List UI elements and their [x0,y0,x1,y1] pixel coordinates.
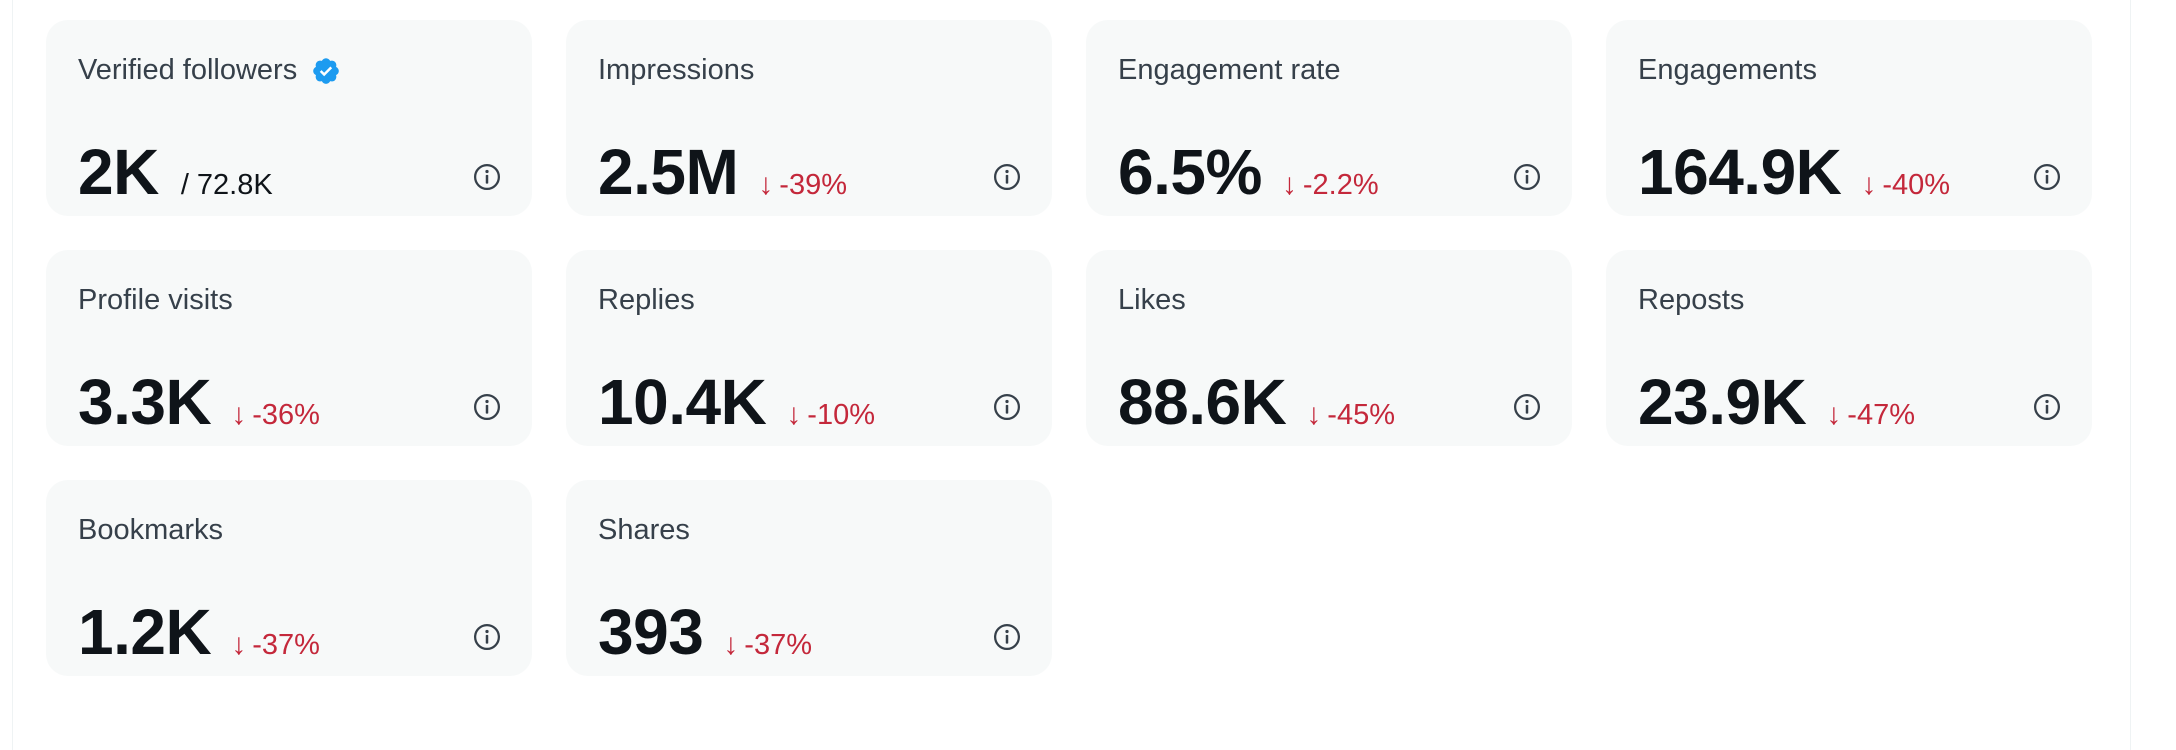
metric-value: 164.9K [1638,136,1842,208]
analytics-panel [12,0,2131,750]
metric-label: Bookmarks [78,514,224,546]
metric-delta-value: -47% [1847,399,1915,431]
metric-title-row: Engagement rate [1118,54,1340,87]
metric-card-profile-visits: Profile visits 3.3K ↓ -36% [46,250,532,446]
metric-title-row: Shares [598,514,690,547]
metric-label: Shares [598,514,690,546]
metric-title-row: Bookmarks [78,514,223,547]
metric-delta-value: -36% [252,399,320,431]
metric-label: Replies [598,284,695,316]
info-icon[interactable] [1512,162,1542,192]
metric-value: 10.4K [598,366,767,438]
metric-value: 88.6K [1118,366,1287,438]
metric-card-replies: Replies 10.4K ↓ -10% [566,250,1052,446]
metric-value: 1.2K [78,596,212,668]
metric-value-row: 23.9K ↓ -47% [1638,365,1915,439]
metric-card-likes: Likes 88.6K ↓ -45% [1086,250,1572,446]
metric-title-row: Likes [1118,284,1186,317]
metric-delta: ↓ -39% [758,168,847,202]
metric-delta-value: -10% [807,399,875,431]
metric-total: / 72.8K [180,169,273,201]
metric-delta-value: -37% [744,629,812,661]
arrow-down-icon: ↓ [786,398,802,431]
metric-label: Impressions [598,54,755,86]
info-icon[interactable] [2032,392,2062,422]
metric-delta: ↓ -37% [723,628,812,662]
metric-label: Engagement rate [1118,54,1341,86]
metric-label: Reposts [1638,284,1745,316]
metric-delta: ↓ -40% [1861,168,1950,202]
info-icon[interactable] [992,622,1022,652]
metric-value-row: 164.9K ↓ -40% [1638,135,1950,209]
info-icon[interactable] [992,162,1022,192]
metric-value: 2K [78,136,159,208]
metric-card-bookmarks: Bookmarks 1.2K ↓ -37% [46,480,532,676]
metric-value: 6.5% [1118,136,1262,208]
metric-value-row: 2K / 72.8K [78,135,273,209]
metric-delta-value: -37% [252,629,320,661]
arrow-down-icon: ↓ [1826,398,1842,431]
metric-label: Likes [1118,284,1186,316]
metric-value: 393 [598,596,704,668]
metric-value-row: 6.5% ↓ -2.2% [1118,135,1379,209]
metric-value: 23.9K [1638,366,1807,438]
metric-value: 2.5M [598,136,739,208]
metric-delta-value: -39% [779,169,847,201]
metric-card-reposts: Reposts 23.9K ↓ -47% [1606,250,2092,446]
metric-delta: ↓ -45% [1306,398,1395,432]
info-icon[interactable] [992,392,1022,422]
metric-delta-value: -45% [1327,399,1395,431]
metric-delta-value: -40% [1882,169,1951,201]
metric-value-row: 2.5M ↓ -39% [598,135,847,209]
metric-title-row: Reposts [1638,284,1744,317]
info-icon[interactable] [2032,162,2062,192]
arrow-down-icon: ↓ [1861,168,1877,201]
metric-title-row: Profile visits [78,284,233,317]
metric-label: Profile visits [78,284,233,316]
metric-delta: ↓ -47% [1826,398,1915,432]
metric-card-impressions: Impressions 2.5M ↓ -39% [566,20,1052,216]
metric-delta: ↓ -10% [786,398,875,432]
metric-delta-value: -2.2% [1302,169,1379,201]
metric-title-row: Engagements [1638,54,1817,87]
metric-label: Engagements [1638,54,1817,86]
info-icon[interactable] [472,392,502,422]
metric-card-shares: Shares 393 ↓ -37% [566,480,1052,676]
metric-delta: ↓ -36% [231,398,320,432]
verified-badge-icon [313,57,340,84]
metric-value: 3.3K [78,366,212,438]
metric-delta: ↓ -2.2% [1282,168,1379,202]
metric-title-row: Impressions [598,54,754,87]
metric-delta: ↓ -37% [231,628,320,662]
info-icon[interactable] [472,162,502,192]
metric-value-row: 3.3K ↓ -36% [78,365,320,439]
metric-value-row: 88.6K ↓ -45% [1118,365,1395,439]
arrow-down-icon: ↓ [231,628,247,661]
metrics-grid: Verified followers 2K / 72.8K Impression… [46,20,2092,676]
arrow-down-icon: ↓ [723,628,739,661]
metric-card-engagement-rate: Engagement rate 6.5% ↓ -2.2% [1086,20,1572,216]
info-icon[interactable] [1512,392,1542,422]
metric-label: Verified followers [78,54,298,86]
arrow-down-icon: ↓ [1306,398,1322,431]
metric-value-row: 393 ↓ -37% [598,595,812,669]
metric-card-verified-followers: Verified followers 2K / 72.8K [46,20,532,216]
info-icon[interactable] [472,622,502,652]
metric-value-row: 1.2K ↓ -37% [78,595,320,669]
metric-card-engagements: Engagements 164.9K ↓ -40% [1606,20,2092,216]
metric-title-row: Replies [598,284,695,317]
arrow-down-icon: ↓ [758,168,774,201]
arrow-down-icon: ↓ [231,398,247,431]
metric-value-row: 10.4K ↓ -10% [598,365,875,439]
metric-title-row: Verified followers [78,54,341,87]
arrow-down-icon: ↓ [1281,168,1297,201]
